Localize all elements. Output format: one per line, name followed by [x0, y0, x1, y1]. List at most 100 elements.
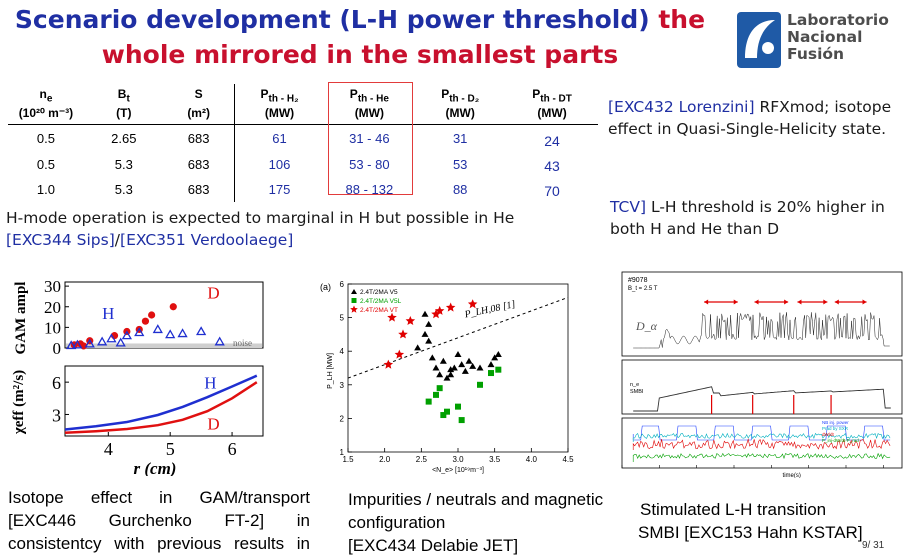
jet-legend-label: 2.4T/2MA V5L [360, 298, 402, 305]
note-exc432: [EXC432 Lorenzini] RFXmod; isotope effec… [608, 96, 898, 140]
jet-legend-label: 2.4T/2MA VT [360, 307, 398, 314]
jet-point-v5l [459, 417, 465, 423]
gam-ytick-label: 20 [44, 298, 61, 317]
he-column-highlight [328, 82, 413, 195]
jet-point-v5l [455, 404, 461, 410]
table-cell: 88 [414, 177, 506, 202]
table-cell: 683 [164, 152, 234, 177]
caption-impurities: Impurities / neutrals and magnetic confi… [348, 488, 648, 557]
jet-point-v5l [477, 382, 483, 388]
jet-xtick-label: 2.0 [379, 455, 391, 464]
jet-point-v5l [444, 409, 450, 415]
kstar-legend-ne: n_e [630, 382, 639, 388]
kstar-power-legend: Prad by SXR [822, 426, 849, 431]
gam-transport-figure: noise0102030364 5 6GAM amplχeff (m²/s)r (c… [5, 278, 270, 476]
kstar-legend-smbi: SMBI [630, 389, 644, 395]
kstar-shot: #9078 [628, 277, 648, 284]
jet-legend-marker [350, 306, 358, 313]
table-cell: 5.3 [84, 177, 164, 202]
jet-point-v5 [425, 338, 432, 344]
kstar-panel-frame [622, 360, 902, 414]
table-cell: 61 [234, 124, 324, 152]
table-cell: 106 [234, 152, 324, 177]
jet-xtick-label: 2.5 [416, 455, 428, 464]
kstar-time-label: time(s) [783, 473, 801, 478]
jet-ytick-label: 2 [340, 414, 345, 423]
caption-impurities-line1: Impurities / neutrals and magnetic [348, 488, 648, 511]
jet-point-v5l [488, 370, 494, 376]
caption-smbi-line2: SMBI [EXC153 Hahn KSTAR] [628, 521, 898, 544]
table-row: 0.5 2.65 683 61 31 - 46 31 24 [8, 124, 598, 152]
jet-point-v5 [429, 354, 436, 360]
jet-point-v5 [425, 321, 432, 327]
gam-ytick-label: 10 [44, 318, 61, 337]
jet-point-vt [395, 350, 405, 359]
logo-line2: Nacional [787, 29, 889, 46]
gam-label-h: H [102, 304, 114, 323]
logo-line1: Laboratorio [787, 12, 889, 29]
jet-point-v5 [495, 351, 502, 357]
laboratorio-logo-icon [735, 10, 783, 72]
ref-tcv: TCV] [610, 198, 646, 216]
note-hmode-text: H-mode operation is expected to marginal… [6, 209, 514, 227]
jet-ytick-label: 4 [340, 347, 345, 356]
table-cell: 175 [234, 177, 324, 202]
jet-point-v5l [433, 392, 439, 398]
jet-xtick-label: 3.5 [489, 455, 501, 464]
jet-point-v5l [437, 385, 443, 391]
header-pth-h2: Pth - H₂ (MW) [234, 84, 324, 124]
table-header-row: ne (10²⁰ m⁻³) Bt (T) S (m²) Pth - H₂ (MW) Pt… [8, 84, 598, 124]
gam-ylabel: GAM ampl [13, 282, 29, 355]
chi-d-curve [65, 382, 257, 433]
jet-panel-label: (a) [320, 282, 331, 292]
kstar-smbi-figure: time(s)#9078B_t = 2.5 TD_αn_eSMBINB inj.… [596, 268, 908, 478]
gam-xtick-label: 5 [166, 439, 175, 459]
jet-ytick-label: 3 [340, 381, 345, 390]
table-row: 0.5 5.3 683 106 53 - 80 53 43 [8, 152, 598, 177]
jet-ytick-label: 6 [340, 280, 345, 289]
caption-smbi: Stimulated L-H transition SMBI [EXC153 H… [628, 498, 898, 544]
jet-point-v5 [414, 344, 421, 350]
jet-ytick-label: 1 [340, 448, 345, 457]
jet-legend-marker [352, 298, 357, 303]
jet-point-v5 [455, 351, 462, 357]
table-cell: 683 [164, 177, 234, 202]
table-body: 0.5 2.65 683 61 31 - 46 31 24 0.5 5.3 683 106 53 - … [8, 124, 598, 202]
jet-point-v5l [495, 367, 501, 373]
table-cell: 43 [506, 152, 598, 177]
title-part-blue: Scenario development (L-H power threshol… [15, 5, 650, 34]
caption-impurities-line3: [EXC434 Delabie JET] [348, 534, 648, 557]
jet-point-vt [406, 316, 416, 325]
laboratorio-logo: Laboratorio Nacional Fusión [735, 6, 905, 76]
jet-point-v5 [422, 331, 429, 337]
header-bt: Bt (T) [84, 84, 164, 124]
kstar-panel-frame [622, 272, 902, 356]
header-pth-dt: Pth - DT (MW) [506, 84, 598, 124]
threshold-table-wrap: ne (10²⁰ m⁻³) Bt (T) S (m²) Pth - H₂ (MW) Pt… [8, 84, 608, 196]
table-cell: 70 [506, 177, 598, 202]
page-number: 9/ 31 [862, 540, 884, 551]
threshold-table: ne (10²⁰ m⁻³) Bt (T) S (m²) Pth - H₂ (MW) Pt… [8, 84, 598, 202]
gam-h-point [197, 328, 205, 335]
ref-exc344: [EXC344 Sips] [6, 231, 115, 249]
kstar-power-trace [633, 454, 890, 463]
jet-point-v5 [440, 358, 447, 364]
title-part-red: the [650, 5, 705, 34]
kstar-dalpha-trace [633, 312, 890, 348]
ref-exc351: [EXC351 Verdoolaege] [120, 231, 293, 249]
header-pth-d2: Pth - D₂ (MW) [414, 84, 506, 124]
jet-point-vt [398, 329, 408, 338]
gam-xtick-label: 4 [104, 439, 113, 459]
gam-d-point [170, 303, 177, 310]
jet-xlabel: <N_e> [10¹⁹m⁻³] [432, 467, 484, 474]
chi-label-d: D [207, 415, 219, 434]
jet-point-v5 [436, 371, 443, 377]
table-cell: 24 [506, 124, 598, 152]
kstar-bt: B_t = 2.5 T [628, 286, 658, 292]
jet-xtick-label: 3.0 [452, 455, 464, 464]
table-cell: 0.5 [8, 152, 84, 177]
chi-ytick-label: 3 [52, 405, 61, 425]
jet-point-v5l [426, 399, 432, 405]
table-cell: 683 [164, 124, 234, 152]
chi-ytick-label: 6 [52, 373, 61, 393]
